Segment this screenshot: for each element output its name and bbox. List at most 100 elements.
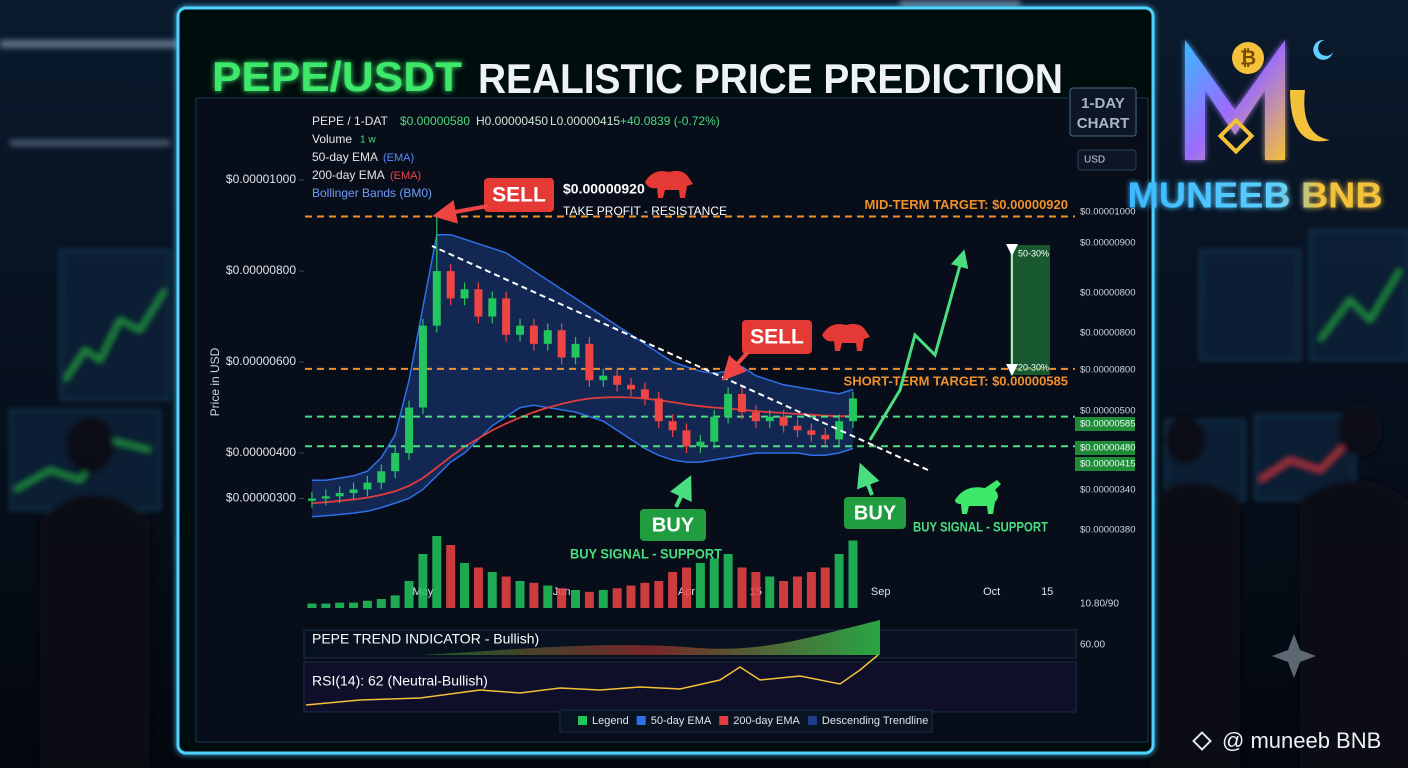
badge-line: CHART bbox=[1077, 115, 1130, 132]
volume-bar bbox=[390, 595, 400, 608]
volume-bar bbox=[543, 585, 553, 608]
watermark: @ muneeb BNB bbox=[1222, 728, 1381, 753]
candle-body bbox=[627, 384, 636, 390]
buy-badge bbox=[844, 497, 906, 529]
candle-body bbox=[654, 398, 663, 422]
price-scale-label: $0.00000900 bbox=[1080, 238, 1135, 249]
volume-bar bbox=[335, 602, 345, 608]
bollinger-lower bbox=[311, 404, 854, 518]
volume-bar bbox=[584, 591, 594, 608]
volume-bar bbox=[654, 581, 664, 608]
candle-body bbox=[640, 389, 649, 399]
candle-body bbox=[335, 493, 344, 497]
buy-badge bbox=[640, 509, 706, 541]
volume-bar bbox=[834, 554, 844, 608]
trend-label: PEPE TREND INDICATOR - Bullish) bbox=[312, 631, 539, 647]
candle-body bbox=[363, 482, 372, 490]
candle-body bbox=[349, 489, 358, 494]
volume-bar bbox=[668, 572, 678, 608]
volume-bar bbox=[598, 590, 608, 608]
x-tick-label: 15 bbox=[1041, 586, 1053, 598]
trendline bbox=[431, 245, 929, 471]
price: $0.00000580 bbox=[400, 114, 470, 128]
legend-swatch bbox=[636, 716, 646, 725]
volume-bar bbox=[806, 572, 816, 608]
price-scale-label: $0.00000415 bbox=[1080, 459, 1135, 470]
price-scale-label: $0.00000340 bbox=[1080, 485, 1135, 496]
volume-bar bbox=[349, 602, 359, 608]
volume-bar bbox=[376, 599, 386, 608]
candle-body bbox=[418, 325, 427, 408]
currency-select[interactable] bbox=[1077, 149, 1137, 171]
y-tick-label: $0.00000800 bbox=[226, 263, 296, 277]
legend-swatch bbox=[719, 716, 729, 725]
symbol: PEPE / 1-DAT bbox=[312, 114, 388, 128]
volume-bar bbox=[307, 603, 317, 608]
candle-body bbox=[543, 330, 552, 344]
candle-body bbox=[848, 398, 857, 422]
legend-swatch bbox=[578, 716, 587, 725]
volume-bar bbox=[473, 567, 483, 608]
volume-bar bbox=[501, 576, 511, 608]
level-label: MID-TERM TARGET: $0.00000920 bbox=[865, 197, 1069, 212]
legend-label: 200-day EMA bbox=[733, 715, 800, 727]
sell-label: SELL bbox=[492, 184, 546, 207]
high: H0.00000450 bbox=[476, 114, 548, 128]
range-label: 20-30% bbox=[1018, 362, 1049, 372]
change: +40.0839 (-0.72%) bbox=[620, 114, 720, 128]
candle-body bbox=[613, 375, 622, 385]
ema-line bbox=[311, 396, 853, 504]
level-label: SHORT-TERM TARGET: $0.00000585 bbox=[844, 373, 1068, 388]
price-tag bbox=[1075, 417, 1135, 431]
volume-bar bbox=[737, 567, 747, 608]
candle-body bbox=[405, 407, 414, 454]
indicator-scale: 60.00 bbox=[1080, 640, 1105, 651]
chart-header: PEPE / 1-DAT $0.00000580 H0.00000450 L0.… bbox=[312, 114, 720, 200]
buy-arrow bbox=[670, 475, 692, 508]
volume-period: 1 w bbox=[360, 135, 376, 146]
volume-bar bbox=[557, 588, 567, 608]
annotations: 50-30% 20-30% SELL $0.00000920 TAKE PROF… bbox=[431, 170, 1050, 562]
projection-arrow bbox=[868, 249, 969, 441]
price-scale-label: $0.00000585 bbox=[1080, 419, 1135, 430]
price-scale-label: $0.00000800 bbox=[1080, 288, 1135, 299]
price-scale-label: $0.00001000 bbox=[1080, 207, 1135, 218]
target-range bbox=[1010, 245, 1050, 375]
candle-body bbox=[821, 434, 830, 440]
legend-label: Descending Trendline bbox=[822, 715, 928, 727]
candle-body bbox=[321, 496, 330, 499]
sparkle bbox=[1272, 634, 1316, 678]
volume-bar bbox=[792, 576, 802, 608]
volume-bar bbox=[626, 585, 636, 608]
volume-bar bbox=[515, 581, 525, 608]
candle-body bbox=[502, 298, 511, 335]
volume-bar bbox=[487, 572, 497, 608]
volume-bar bbox=[404, 581, 414, 608]
volume-bar bbox=[612, 588, 622, 608]
buy-arrow bbox=[857, 462, 880, 496]
volume-bar bbox=[446, 545, 456, 608]
candle-body bbox=[460, 289, 469, 299]
buy-label: BUY bbox=[854, 502, 897, 524]
bull-icon bbox=[955, 480, 1001, 514]
candle-body bbox=[668, 421, 677, 431]
candle-body bbox=[682, 430, 691, 447]
rsi-line bbox=[305, 654, 879, 706]
sell-label: SELL bbox=[750, 326, 804, 349]
candle-body bbox=[432, 271, 441, 326]
price-scale-label: $0.00000800 bbox=[1080, 365, 1135, 376]
sell-arrow bbox=[432, 200, 489, 224]
svg-text:₿: ₿ bbox=[1240, 47, 1256, 69]
volume-bar bbox=[362, 600, 372, 608]
low: L0.00000415 bbox=[550, 114, 620, 128]
candle-body bbox=[571, 343, 580, 358]
chart: Price in USD $0.00001000 $0.00000800 $0.000… bbox=[208, 172, 1075, 608]
logo-text: MUNEEB BNB bbox=[1128, 175, 1383, 216]
rsi-label: RSI(14): 62 (Neutral-Bullish) bbox=[312, 673, 488, 689]
candle-body bbox=[557, 330, 566, 358]
legend-label: 50-day EMA bbox=[651, 715, 712, 727]
candle-body bbox=[474, 289, 483, 317]
price-tag bbox=[1075, 441, 1135, 455]
candle-body bbox=[710, 416, 719, 442]
